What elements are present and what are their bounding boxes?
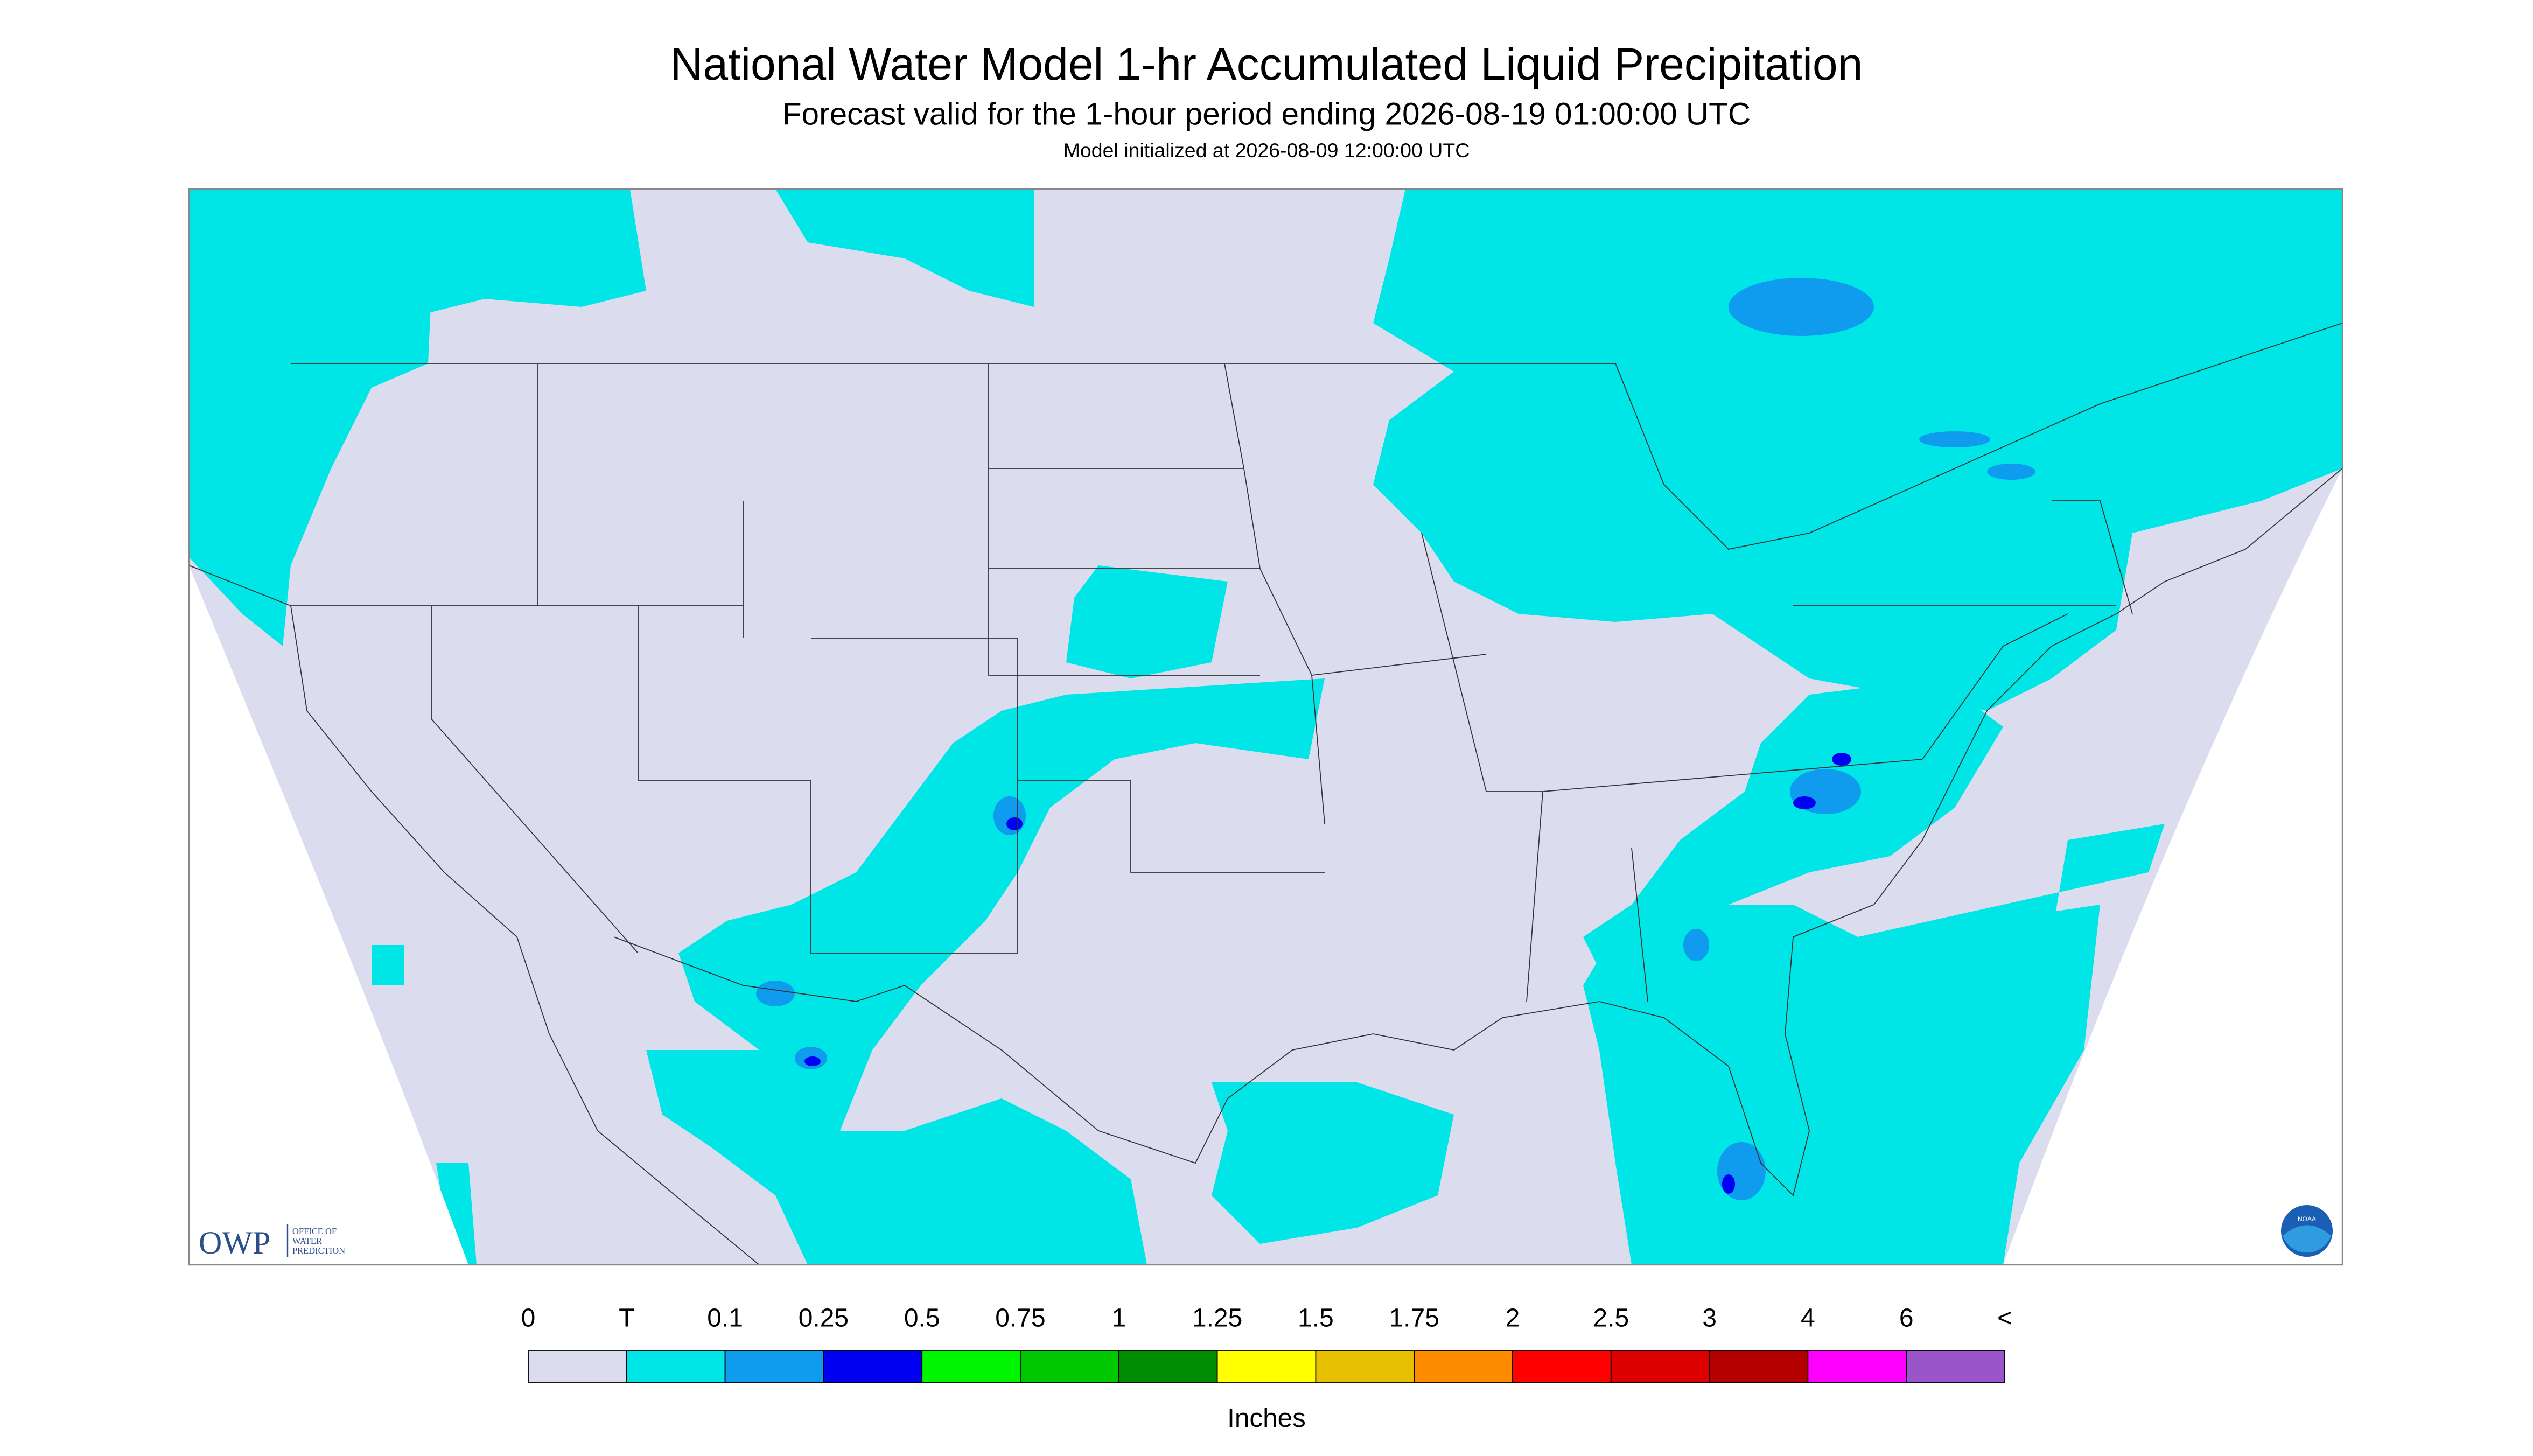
precip-area xyxy=(804,1056,821,1067)
colorbar-label: 2 xyxy=(1506,1304,1520,1333)
colorbar-label: 1.25 xyxy=(1192,1304,1242,1333)
precip-area xyxy=(1722,1174,1735,1194)
colorbar-label: 3 xyxy=(1702,1304,1717,1333)
map: OWP OFFICE OF WATER PREDICTION NOAA xyxy=(188,188,2343,1266)
precip-area xyxy=(1066,565,1228,679)
owp-caption: PREDICTION xyxy=(292,1245,345,1256)
colorbar-label: 0.5 xyxy=(904,1304,940,1333)
precip-area xyxy=(250,189,646,324)
precip-area xyxy=(1373,189,2342,711)
precip-area xyxy=(1793,796,1816,810)
colorbar-swatch xyxy=(921,1350,1021,1383)
domain xyxy=(189,189,2342,1265)
precip-area xyxy=(1832,753,1851,766)
colorbar-swatch xyxy=(1216,1350,1317,1383)
precip-area xyxy=(1777,905,2100,1265)
colorbar-swatch xyxy=(1118,1350,1218,1383)
colorbar-swatch xyxy=(823,1350,923,1383)
colorbar-label: < xyxy=(1997,1304,2012,1333)
colorbar-label: 0.1 xyxy=(707,1304,743,1333)
colorbar-swatch xyxy=(1709,1350,1809,1383)
precip-area xyxy=(1729,278,1874,337)
precip-area xyxy=(1212,1082,1454,1244)
precip-area xyxy=(775,189,1034,307)
precip-area xyxy=(646,1050,1147,1265)
colorbar-swatch xyxy=(1315,1350,1415,1383)
colorbar-label: 0.25 xyxy=(799,1304,849,1333)
precip-area xyxy=(1919,431,1990,448)
colorbar-swatch xyxy=(1610,1350,1710,1383)
boundaries xyxy=(189,323,2342,1265)
colorbar-swatch xyxy=(1906,1350,2005,1383)
colorbar-label: 0 xyxy=(521,1304,536,1333)
title: National Water Model 1-hr Accumulated Li… xyxy=(670,39,1863,89)
colorbar-label: 1.75 xyxy=(1389,1304,1439,1333)
colorbar-label: 0.75 xyxy=(995,1304,1045,1333)
colorbar-swatch xyxy=(1020,1350,1119,1383)
init-time: Model initialized at 2026-08-09 12:00:00… xyxy=(1063,139,1470,162)
subtitle: Forecast valid for the 1-hour period end… xyxy=(782,96,1751,131)
colorbar-label: 4 xyxy=(1801,1304,1815,1333)
colorbar: 0 T 0.1 0.25 0.5 0.75 1 1.25 1.5 1.75 2 2.5 3 4 6 < xyxy=(521,1304,2012,1383)
precip-area xyxy=(993,796,1026,836)
precip-area xyxy=(372,945,477,1265)
noaa-label: NOAA xyxy=(2298,1215,2316,1223)
colorbar-swatch xyxy=(626,1350,726,1383)
colorbar-swatch xyxy=(1807,1350,1907,1383)
colorbar-unit: Inches xyxy=(1227,1403,1306,1433)
map-frame xyxy=(188,188,2343,1266)
precip-area xyxy=(756,981,795,1007)
owp-logo: OWP xyxy=(199,1225,270,1261)
colorbar-label: 1 xyxy=(1111,1304,1126,1333)
owp-caption: WATER xyxy=(292,1236,322,1246)
precip-area xyxy=(678,678,1325,1131)
owp-caption: OFFICE OF xyxy=(292,1226,337,1236)
precip-area xyxy=(1006,817,1023,831)
colorbar-label: 6 xyxy=(1899,1304,1914,1333)
colorbar-label: 2.5 xyxy=(1593,1304,1629,1333)
precip-area xyxy=(1987,464,2035,480)
noaa-wave xyxy=(2283,1225,2331,1253)
colorbar-label: 1.5 xyxy=(1298,1304,1334,1333)
colorbar-swatch xyxy=(1512,1350,1612,1383)
colorbar-swatch xyxy=(1414,1350,1513,1383)
colorbar-swatch xyxy=(724,1350,824,1383)
colorbar-swatch xyxy=(528,1350,627,1383)
precip-area xyxy=(1683,929,1709,962)
colorbar-label: T xyxy=(619,1304,634,1333)
